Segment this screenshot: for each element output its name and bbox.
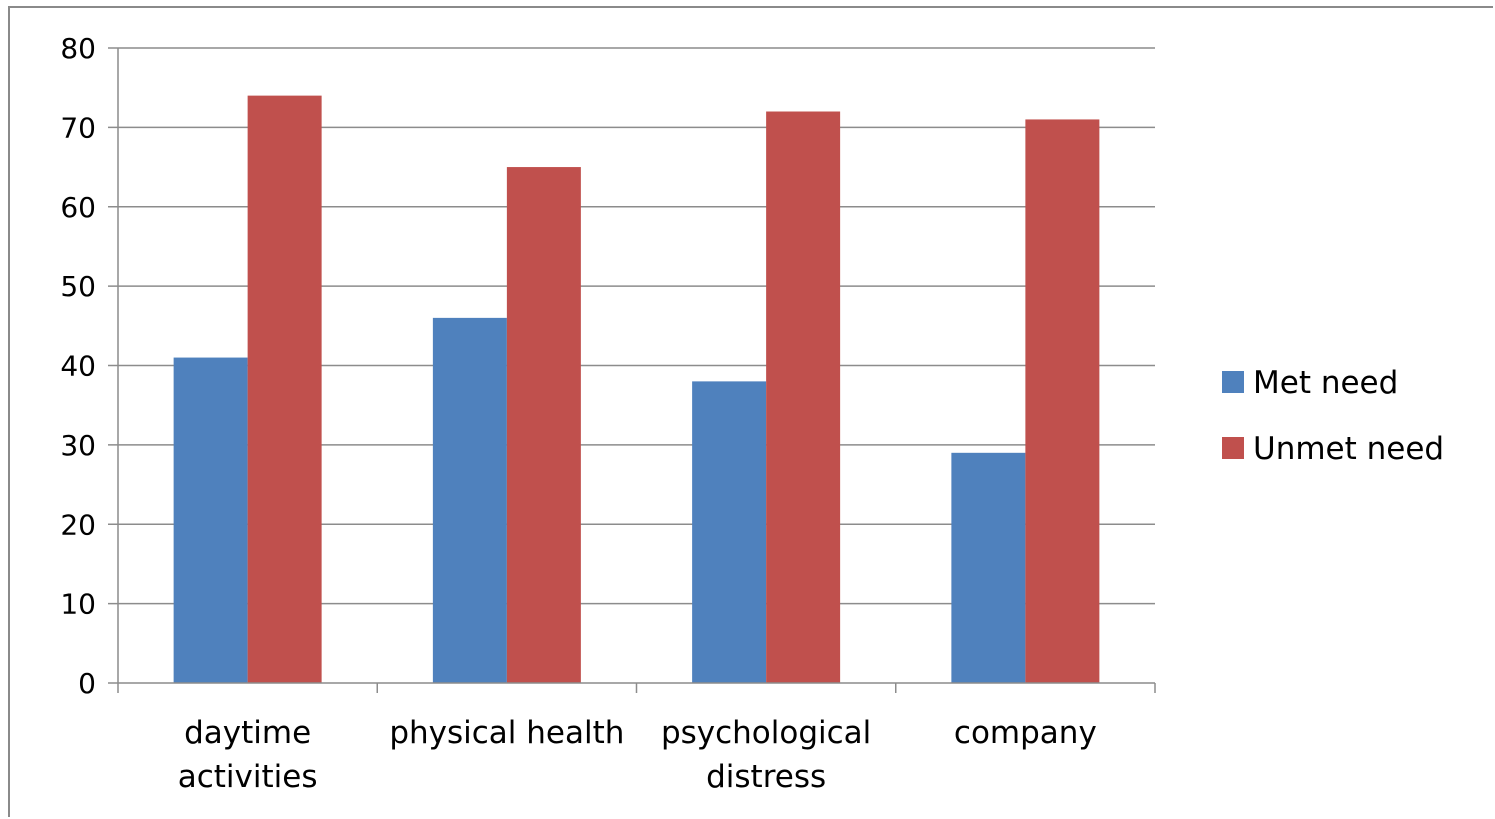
y-tick-labels: 0 10 20 30 40 50 60 70 80 — [60, 32, 96, 700]
legend-label: Unmet need — [1253, 431, 1444, 467]
bar-met-need-3 — [951, 452, 1026, 683]
bars — [173, 95, 1100, 683]
y-tick-label: 70 — [60, 111, 96, 144]
legend: Met need Unmet need — [1222, 365, 1444, 467]
bar-unmet-need-0 — [247, 95, 322, 683]
bar-met-need-0 — [173, 357, 248, 683]
x-category-label: distress — [706, 759, 826, 795]
x-category-label: physical health — [389, 715, 624, 751]
y-tick-label: 60 — [60, 191, 96, 224]
bar-met-need-2 — [692, 381, 767, 683]
x-category-label: company — [954, 715, 1097, 751]
y-tick-label: 0 — [78, 667, 96, 700]
legend-swatch — [1222, 371, 1244, 393]
x-category-label: daytime — [184, 715, 311, 751]
bar-met-need-1 — [432, 317, 507, 683]
bar-unmet-need-1 — [506, 167, 581, 683]
bar-unmet-need-2 — [766, 111, 841, 683]
axes — [108, 47, 1156, 693]
x-category-label: activities — [178, 759, 318, 795]
y-tick-label: 30 — [60, 429, 96, 462]
legend-swatch — [1222, 437, 1244, 459]
y-tick-label: 10 — [60, 588, 96, 621]
y-tick-label: 50 — [60, 270, 96, 303]
x-category-labels: daytime activities physical health psycholo… — [178, 715, 1097, 795]
bar-unmet-need-3 — [1025, 119, 1100, 683]
y-tick-label: 80 — [60, 32, 96, 65]
y-tick-label: 40 — [60, 350, 96, 383]
x-category-label: psychological — [661, 715, 871, 751]
y-tick-label: 20 — [60, 508, 96, 541]
legend-label: Met need — [1253, 365, 1398, 401]
